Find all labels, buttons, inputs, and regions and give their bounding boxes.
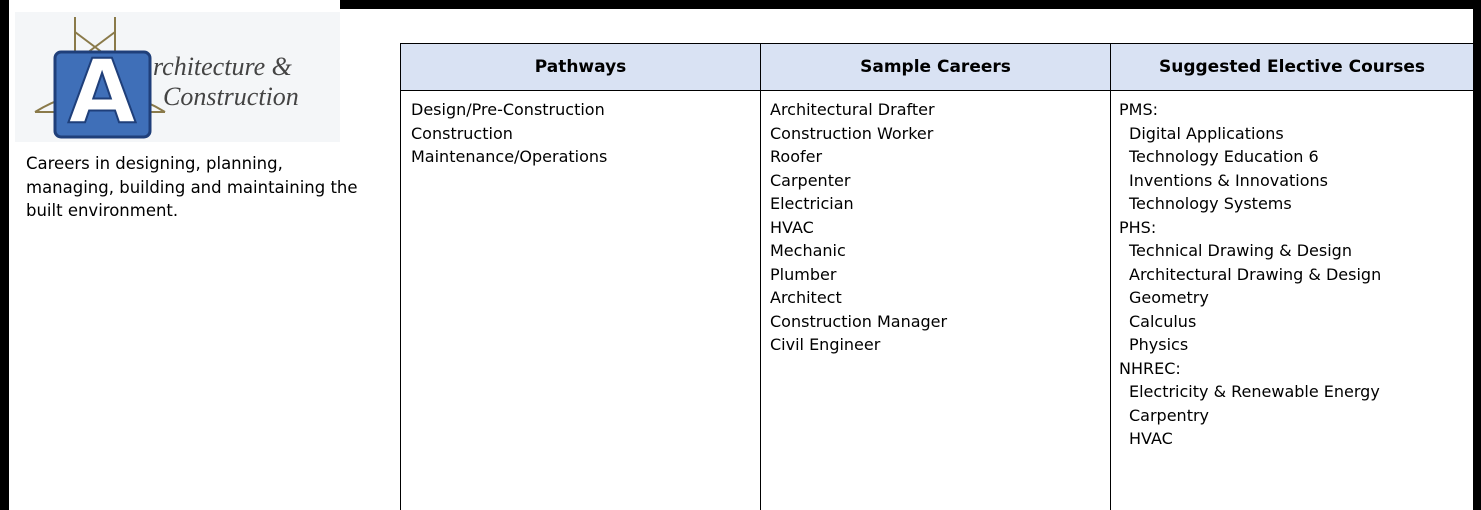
courses-column: PMS: Digital Applications Technology Educa…	[1110, 90, 1473, 510]
border-right	[1473, 0, 1481, 510]
career: Roofer	[770, 147, 823, 166]
career: Mechanic	[770, 241, 846, 260]
border-top	[340, 0, 1481, 9]
logo-line2: Construction	[163, 82, 299, 111]
course: Technology Education 6	[1129, 147, 1319, 166]
career: Architect	[770, 288, 842, 307]
pathway: Design/Pre-Construction	[411, 100, 605, 119]
course: Electricity & Renewable Energy	[1129, 382, 1380, 401]
description: Careers in designing, planning, managing…	[26, 154, 358, 220]
header-cell: Pathways	[400, 43, 761, 91]
course: Technology Systems	[1129, 194, 1292, 213]
pathway: Construction	[411, 123, 513, 143]
header-cell: Sample Careers	[760, 43, 1111, 91]
header-cell: Suggested Elective Courses	[1110, 43, 1474, 91]
course: Carpentry	[1129, 405, 1210, 425]
careers-column: Architectural Drafter Construction Worker…	[760, 90, 1110, 510]
course: Calculus	[1129, 311, 1197, 331]
border-left	[0, 0, 9, 510]
course: Technical Drawing & Design	[1129, 241, 1352, 260]
logo: A rchitecture & Construction	[15, 12, 340, 142]
pathways-column: Design/Pre-Construction Construction Maint…	[400, 90, 760, 510]
logo-line1: rchitecture &	[153, 52, 293, 81]
career: Plumber	[770, 264, 837, 284]
school-name: PHS:	[1119, 217, 1157, 237]
career: Construction Worker	[770, 123, 934, 143]
career: Architectural Drafter	[770, 100, 935, 119]
course: HVAC	[1129, 429, 1173, 448]
logo-letter: A	[68, 40, 136, 142]
school-name: PMS:	[1119, 100, 1158, 119]
school-name: NHREC:	[1119, 358, 1181, 378]
career: HVAC	[770, 217, 814, 237]
course: Architectural Drawing & Design	[1129, 264, 1382, 284]
career: Electrician	[770, 194, 854, 213]
course: Physics	[1129, 335, 1189, 354]
career: Construction Manager	[770, 311, 948, 331]
pathway: Maintenance/Operations	[411, 147, 608, 166]
career: Civil Engineer	[770, 335, 881, 354]
course: Inventions & Innovations	[1129, 170, 1328, 190]
career: Carpenter	[770, 170, 851, 190]
course: Geometry	[1129, 288, 1209, 307]
course: Digital Applications	[1129, 123, 1284, 143]
